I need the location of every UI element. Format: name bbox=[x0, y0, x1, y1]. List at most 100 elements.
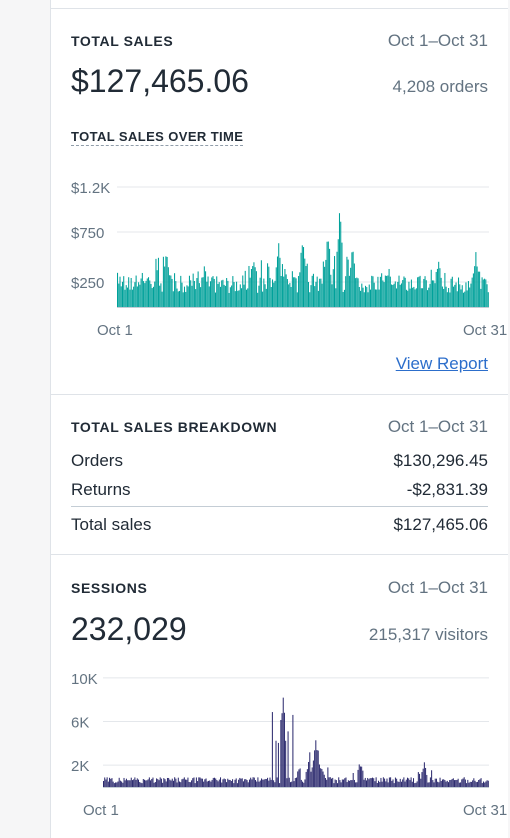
sessions-chart-bar bbox=[443, 779, 445, 787]
sales-chart-bar bbox=[348, 275, 350, 307]
sales-over-time-chart: $1.2K $750 $250 Oct 1 Oct 31 bbox=[71, 180, 507, 337]
sales-chart-bar bbox=[264, 284, 266, 307]
sessions-chart-bar bbox=[205, 778, 207, 787]
sales-chart-bar bbox=[237, 290, 239, 307]
sessions-chart-bar bbox=[376, 782, 378, 787]
sessions-chart-bar bbox=[136, 778, 138, 787]
sales-chart-bar bbox=[458, 277, 460, 307]
sales-chart-bar bbox=[397, 281, 399, 307]
sessions-chart-bar bbox=[322, 771, 324, 787]
sessions-chart-bar bbox=[479, 779, 481, 787]
sales-chart-bar bbox=[255, 271, 257, 307]
sessions-chart-bar bbox=[182, 778, 184, 787]
sales-chart-bar bbox=[305, 266, 307, 307]
sessions-chart-bar bbox=[324, 778, 326, 787]
sales-chart-bar bbox=[244, 270, 246, 307]
sessions-chart-bar bbox=[386, 778, 388, 787]
sessions-chart-bar bbox=[110, 778, 112, 787]
sales-chart-bar bbox=[417, 277, 419, 307]
sessions-chart-bar bbox=[141, 783, 143, 787]
sessions-chart-bar bbox=[463, 777, 465, 787]
sales-chart-bar bbox=[140, 278, 142, 307]
sessions-chart-bar bbox=[408, 778, 410, 787]
sales-chart-ytick-label: $1.2K bbox=[71, 180, 110, 197]
view-report-link[interactable]: View Report bbox=[395, 354, 488, 373]
sessions-chart-bar bbox=[328, 777, 330, 787]
sessions-chart-bar bbox=[172, 780, 174, 787]
sales-chart-bar bbox=[165, 256, 167, 307]
sessions-chart-bar bbox=[269, 777, 271, 787]
sessions-card: SESSIONS Oct 1–Oct 31 232,029 215,317 vi… bbox=[50, 554, 508, 838]
sales-chart-bar bbox=[340, 221, 342, 307]
breakdown-row-returns: Returns -$2,831.39 bbox=[71, 480, 488, 500]
sales-chart-bar bbox=[172, 291, 174, 307]
sales-chart-bar bbox=[418, 276, 420, 307]
sessions-chart-bar bbox=[334, 779, 336, 787]
sessions-chart-bar bbox=[374, 781, 376, 787]
sales-chart-bar bbox=[334, 256, 336, 307]
sales-chart-bar bbox=[190, 280, 192, 307]
sessions-chart-bar bbox=[233, 783, 235, 787]
sales-chart-bar bbox=[402, 280, 404, 307]
sales-chart-bar bbox=[485, 279, 487, 307]
sessions-chart-bar bbox=[482, 781, 484, 787]
sessions-chart-bar bbox=[410, 777, 412, 787]
sessions-chart-bar bbox=[275, 740, 277, 787]
sales-chart-bar bbox=[366, 287, 368, 307]
sessions-chart-bar bbox=[145, 780, 147, 787]
sessions-chart-bar bbox=[280, 719, 282, 787]
sessions-chart-bar bbox=[198, 777, 200, 787]
sales-chart-bar bbox=[278, 243, 280, 307]
sales-chart-bar bbox=[304, 258, 306, 307]
sessions-chart-bar bbox=[481, 783, 483, 787]
sales-chart-bar bbox=[441, 286, 443, 307]
sessions-chart-bar bbox=[405, 779, 407, 787]
sessions-chart-bar bbox=[123, 777, 125, 787]
sessions-chart-bar bbox=[163, 778, 165, 787]
sales-chart-bar bbox=[208, 286, 210, 307]
sessions-chart-bar bbox=[362, 770, 364, 787]
sales-chart-bar bbox=[166, 256, 168, 307]
sales-chart-bar bbox=[141, 272, 143, 307]
sessions-chart-bar bbox=[234, 779, 236, 787]
sales-chart-bar bbox=[260, 260, 262, 307]
sessions-chart-bar bbox=[422, 768, 424, 787]
sessions-chart-bar bbox=[253, 777, 255, 787]
sessions-chart-bar bbox=[473, 778, 475, 787]
sales-chart-bar bbox=[363, 292, 365, 307]
sales-chart-bar bbox=[161, 291, 163, 307]
sessions-chart-bar bbox=[487, 780, 489, 787]
sales-chart-bar bbox=[200, 287, 202, 307]
sessions-chart-bar bbox=[244, 779, 246, 787]
sessions-chart-bar bbox=[137, 779, 140, 787]
sales-chart-bar bbox=[248, 265, 250, 307]
sessions-chart-bar bbox=[478, 779, 480, 787]
sessions-chart-bar bbox=[273, 780, 275, 787]
sessions-chart-xtick-label: Oct 1 bbox=[83, 802, 119, 819]
sales-chart-title[interactable]: TOTAL SALES OVER TIME bbox=[71, 129, 244, 146]
sessions-chart-bar bbox=[341, 779, 343, 787]
sessions-chart-bar bbox=[432, 780, 434, 787]
sessions-chart-bar bbox=[350, 780, 352, 787]
sessions-chart-bar bbox=[317, 750, 319, 787]
sessions-chart-bar bbox=[472, 780, 474, 787]
sales-chart-bar bbox=[393, 283, 395, 307]
sales-chart-bar bbox=[150, 283, 152, 307]
breakdown-orders-label: Orders bbox=[71, 451, 123, 470]
sessions-chart-bar bbox=[316, 750, 318, 787]
sales-chart-bar bbox=[332, 269, 334, 307]
sessions-chart-bar bbox=[171, 778, 173, 787]
sales-chart-bar bbox=[399, 284, 401, 307]
sales-chart-bar bbox=[286, 279, 288, 307]
sales-chart-bar bbox=[445, 286, 447, 307]
sessions-chart-bar bbox=[162, 782, 164, 787]
sales-chart-bar bbox=[464, 291, 466, 307]
sessions-chart-bar bbox=[388, 777, 390, 787]
sessions-chart-bar bbox=[476, 781, 478, 787]
sessions-chart-bar bbox=[449, 780, 451, 787]
sales-chart-bar bbox=[396, 288, 398, 307]
sessions-chart-bar bbox=[121, 781, 123, 787]
sales-chart-bar bbox=[279, 257, 281, 307]
sales-chart-bar bbox=[327, 241, 329, 307]
sessions-chart-bar bbox=[370, 778, 372, 787]
